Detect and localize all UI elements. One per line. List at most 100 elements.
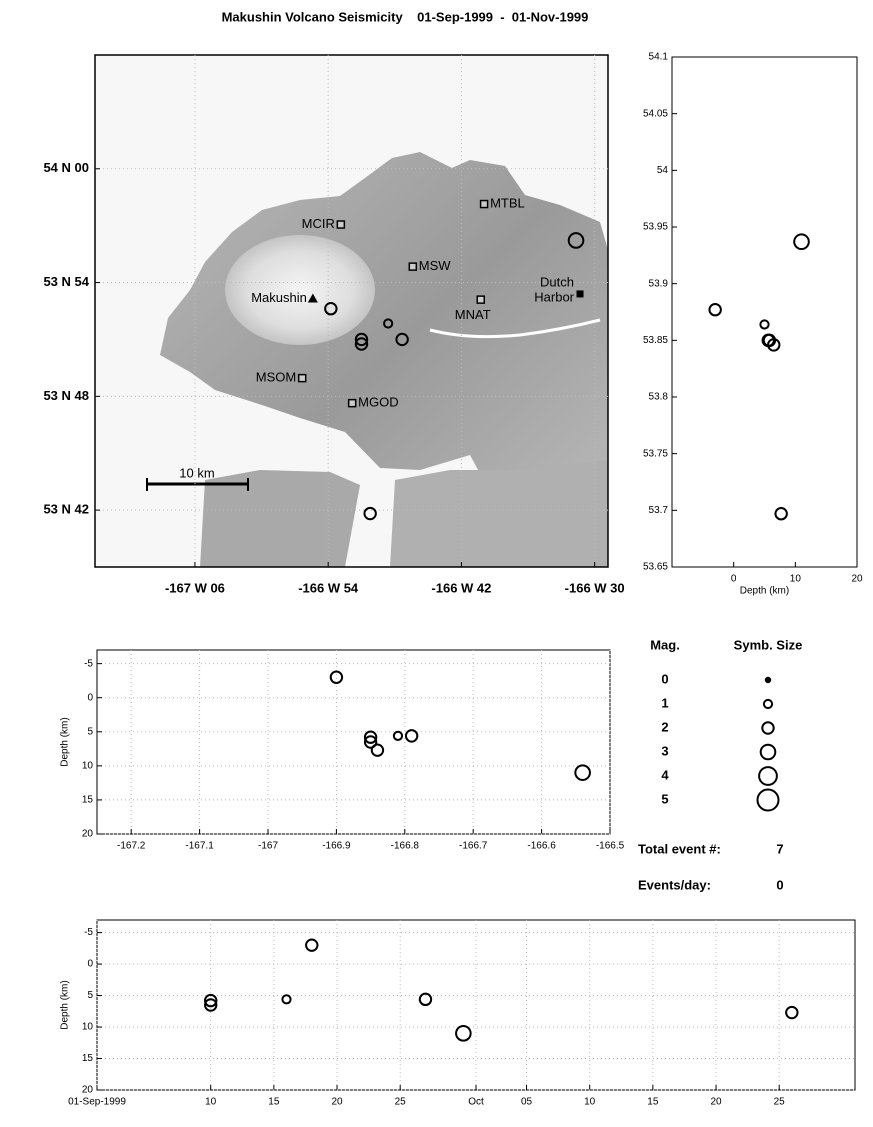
x-tick-label: -166 W 42 bbox=[431, 580, 491, 595]
y-tick-label: 54 bbox=[657, 165, 669, 176]
x-tick-label: -166.7 bbox=[459, 841, 488, 852]
rate-value: 0 bbox=[776, 877, 783, 892]
station-marker bbox=[481, 201, 488, 208]
x-tick-label: 10 bbox=[584, 1097, 596, 1108]
y-tick-label: 54.05 bbox=[643, 108, 668, 119]
station-label: Makushin bbox=[251, 290, 307, 305]
legend-mag: 0 bbox=[661, 671, 668, 686]
legend-symbol bbox=[762, 722, 773, 733]
y-tick-label: 0 bbox=[87, 959, 93, 970]
legend-symbol bbox=[766, 678, 770, 682]
plot-frame bbox=[672, 57, 857, 567]
figure: Makushin Volcano Seismicity 01-Sep-1999 … bbox=[0, 0, 873, 1127]
page: Makushin Volcano Seismicity 01-Sep-1999 … bbox=[0, 0, 873, 1127]
y-tick-label: 53.95 bbox=[643, 222, 668, 233]
y-axis-label: Depth (km) bbox=[60, 717, 71, 766]
y-tick-label: 10 bbox=[82, 760, 94, 771]
event bbox=[456, 1026, 471, 1041]
x-tick-label: 20 bbox=[331, 1097, 343, 1108]
station-label: MTBL bbox=[490, 195, 525, 210]
figure-title: Makushin Volcano Seismicity 01-Sep-1999 … bbox=[222, 9, 589, 24]
x-tick-label: 05 bbox=[521, 1097, 533, 1108]
event bbox=[282, 995, 290, 1003]
x-tick-label: 10 bbox=[790, 574, 802, 585]
terrain bbox=[95, 55, 608, 567]
legend-symbol bbox=[764, 700, 772, 708]
station-label: MCIR bbox=[302, 216, 335, 231]
legend-mag: 2 bbox=[661, 719, 668, 734]
event bbox=[372, 744, 383, 755]
station-label: MSW bbox=[419, 258, 452, 273]
legend-symbol bbox=[759, 767, 777, 785]
x-tick-label: -166 W 54 bbox=[298, 580, 359, 595]
plot-frame bbox=[97, 650, 610, 834]
y-tick-label: 5 bbox=[87, 990, 93, 1001]
station-marker bbox=[337, 221, 344, 228]
y-tick-label: 53.65 bbox=[643, 562, 668, 573]
x-tick-label: Oct bbox=[468, 1097, 484, 1108]
y-axis-label: Depth (km) bbox=[60, 980, 71, 1029]
y-tick-label: 15 bbox=[82, 1053, 94, 1064]
x-tick-label: 10 bbox=[205, 1097, 217, 1108]
y-tick-label: 53.8 bbox=[649, 392, 669, 403]
y-tick-label: 53.7 bbox=[649, 505, 669, 516]
x-axis-label: Depth (km) bbox=[740, 586, 789, 597]
total-label: Total event #: bbox=[638, 841, 721, 856]
station-marker bbox=[349, 400, 356, 407]
y-tick-label: 53 N 48 bbox=[43, 388, 89, 403]
station-marker bbox=[477, 296, 484, 303]
total-value: 7 bbox=[776, 841, 783, 856]
station-marker bbox=[299, 375, 306, 382]
x-tick-label: -167.1 bbox=[185, 841, 214, 852]
legend-mag: 1 bbox=[661, 695, 668, 710]
y-tick-label: 54 N 00 bbox=[43, 160, 89, 175]
legend-mag: 5 bbox=[661, 791, 668, 806]
event bbox=[775, 508, 786, 519]
station-marker bbox=[409, 263, 416, 270]
y-tick-label: -5 bbox=[84, 927, 93, 938]
y-tick-label: 53.75 bbox=[643, 448, 668, 459]
x-tick-label: -166 W 30 bbox=[565, 580, 625, 595]
legend-symbol bbox=[758, 790, 779, 811]
legend-header: Mag. bbox=[650, 637, 680, 652]
station-label: MNAT bbox=[455, 307, 491, 322]
x-tick-label: 15 bbox=[268, 1097, 280, 1108]
x-tick-label: -166.9 bbox=[322, 841, 351, 852]
event bbox=[786, 1007, 797, 1018]
scale-label: 10 km bbox=[179, 465, 214, 480]
event bbox=[394, 732, 402, 740]
x-tick-label: -167 W 06 bbox=[165, 580, 225, 595]
x-tick-label: -167 bbox=[258, 841, 278, 852]
event bbox=[709, 304, 720, 315]
y-tick-label: 53.85 bbox=[643, 335, 668, 346]
y-tick-label: 53.9 bbox=[649, 278, 669, 289]
event bbox=[406, 730, 417, 741]
legend-mag: 4 bbox=[661, 767, 669, 782]
x-tick-label: -167.2 bbox=[117, 841, 146, 852]
legend-header: Symb. Size bbox=[734, 637, 803, 652]
y-tick-label: 5 bbox=[87, 726, 93, 737]
x-tick-label: 25 bbox=[395, 1097, 407, 1108]
y-tick-label: 53 N 54 bbox=[43, 274, 89, 289]
y-tick-label: 10 bbox=[82, 1022, 94, 1033]
x-tick-label: -166.5 bbox=[596, 841, 625, 852]
station-label: MGOD bbox=[358, 395, 398, 410]
x-tick-label: -166.8 bbox=[391, 841, 420, 852]
event bbox=[331, 672, 342, 683]
event bbox=[575, 765, 590, 780]
y-tick-label: 53 N 42 bbox=[43, 502, 89, 517]
rate-label: Events/day: bbox=[638, 877, 711, 892]
x-tick-label: 15 bbox=[647, 1097, 659, 1108]
y-tick-label: 54.1 bbox=[649, 52, 669, 63]
x-tick-label: 01-Sep-1999 bbox=[68, 1097, 126, 1108]
y-tick-label: 0 bbox=[87, 692, 93, 703]
station-label: MSOM bbox=[256, 370, 296, 385]
event bbox=[760, 320, 768, 328]
event bbox=[794, 234, 809, 249]
legend-symbol bbox=[761, 745, 776, 760]
x-tick-label: 20 bbox=[851, 574, 863, 585]
y-tick-label: 15 bbox=[82, 795, 94, 806]
y-tick-label: -5 bbox=[84, 658, 93, 669]
town-label: Harbor bbox=[534, 289, 574, 304]
town-label: Dutch bbox=[540, 274, 574, 289]
